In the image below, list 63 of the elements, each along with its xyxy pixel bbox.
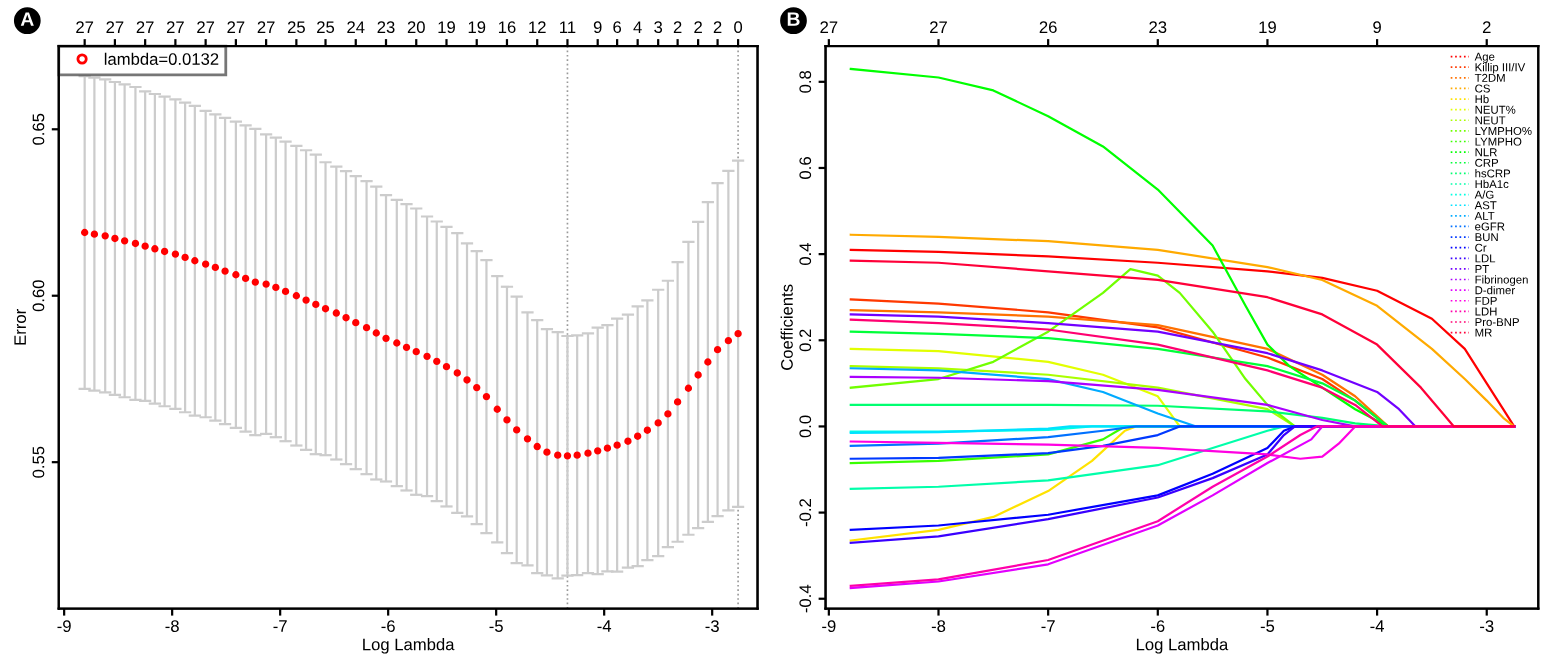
text: 27 bbox=[197, 21, 215, 33]
text: 27 bbox=[166, 21, 184, 33]
y-axis-title: Coefficients bbox=[780, 284, 793, 370]
y-tick-label: 0.2 bbox=[799, 329, 812, 352]
x-tick-label: -8 bbox=[165, 620, 179, 632]
x-tick-label: -4 bbox=[597, 620, 612, 632]
text: 27 bbox=[930, 21, 947, 33]
text: 27 bbox=[227, 21, 245, 33]
x-tick-label: -5 bbox=[1260, 620, 1275, 632]
text: 19 bbox=[468, 21, 486, 34]
x-tick-label: -3 bbox=[705, 620, 719, 632]
y-tick-label: -0.4 bbox=[799, 584, 812, 613]
x-tick-label: -6 bbox=[1151, 620, 1165, 632]
text: 3 bbox=[654, 21, 663, 34]
x-tick-label: -7 bbox=[273, 620, 287, 632]
y-tick-label: 0.4 bbox=[799, 243, 812, 266]
text: 27 bbox=[257, 21, 275, 33]
text: 25 bbox=[317, 21, 335, 34]
y-tick-label: -0.2 bbox=[799, 499, 812, 527]
text: 19 bbox=[1259, 21, 1276, 34]
x-tick-label: -4 bbox=[1370, 620, 1385, 632]
text: 6 bbox=[613, 21, 622, 34]
text: B bbox=[787, 12, 800, 26]
text: 23 bbox=[1149, 21, 1167, 34]
text: 9 bbox=[1373, 21, 1381, 34]
text: 24 bbox=[347, 21, 365, 33]
y-tick-label: 0.65 bbox=[32, 113, 45, 145]
x-tick-label: -6 bbox=[381, 620, 395, 632]
text: 2 bbox=[694, 21, 702, 33]
text: A bbox=[20, 12, 34, 26]
text: 2 bbox=[713, 21, 722, 33]
x-tick-label: -7 bbox=[1041, 620, 1055, 632]
y-tick-label: 0.60 bbox=[32, 280, 45, 312]
text: 4 bbox=[633, 21, 642, 33]
x-tick-label: -9 bbox=[822, 620, 836, 632]
text: 27 bbox=[820, 21, 838, 33]
y-tick-label: 0.0 bbox=[799, 415, 812, 438]
y-tick-label: 0.55 bbox=[32, 446, 45, 478]
text: 27 bbox=[106, 21, 124, 33]
text: 20 bbox=[407, 21, 425, 34]
legend-label: lambda=0.0132 bbox=[104, 52, 219, 65]
text: 16 bbox=[498, 21, 516, 34]
text: 26 bbox=[1039, 21, 1057, 34]
text: 2 bbox=[1482, 21, 1491, 33]
text: 2 bbox=[673, 21, 682, 33]
x-tick-label: -9 bbox=[57, 620, 71, 632]
y-tick-label: 0.6 bbox=[799, 157, 812, 179]
x-tick-label: -5 bbox=[489, 620, 503, 632]
text: 11 bbox=[560, 21, 576, 33]
x-tick-label: -8 bbox=[931, 620, 946, 632]
y-tick-label: 0.8 bbox=[799, 70, 812, 93]
text: 19 bbox=[438, 21, 455, 34]
x-tick-label: -3 bbox=[1480, 620, 1494, 632]
y-axis-title: Error bbox=[14, 309, 27, 345]
text: 23 bbox=[377, 21, 395, 34]
text: 25 bbox=[287, 21, 305, 34]
x-axis-title: Log Lambda bbox=[363, 638, 455, 654]
x-axis-title: Log Lambda bbox=[1136, 638, 1229, 654]
text: 0 bbox=[734, 21, 743, 34]
text: 9 bbox=[593, 21, 602, 34]
text: 12 bbox=[529, 21, 546, 33]
text: 27 bbox=[136, 21, 154, 33]
text: 27 bbox=[76, 21, 94, 33]
